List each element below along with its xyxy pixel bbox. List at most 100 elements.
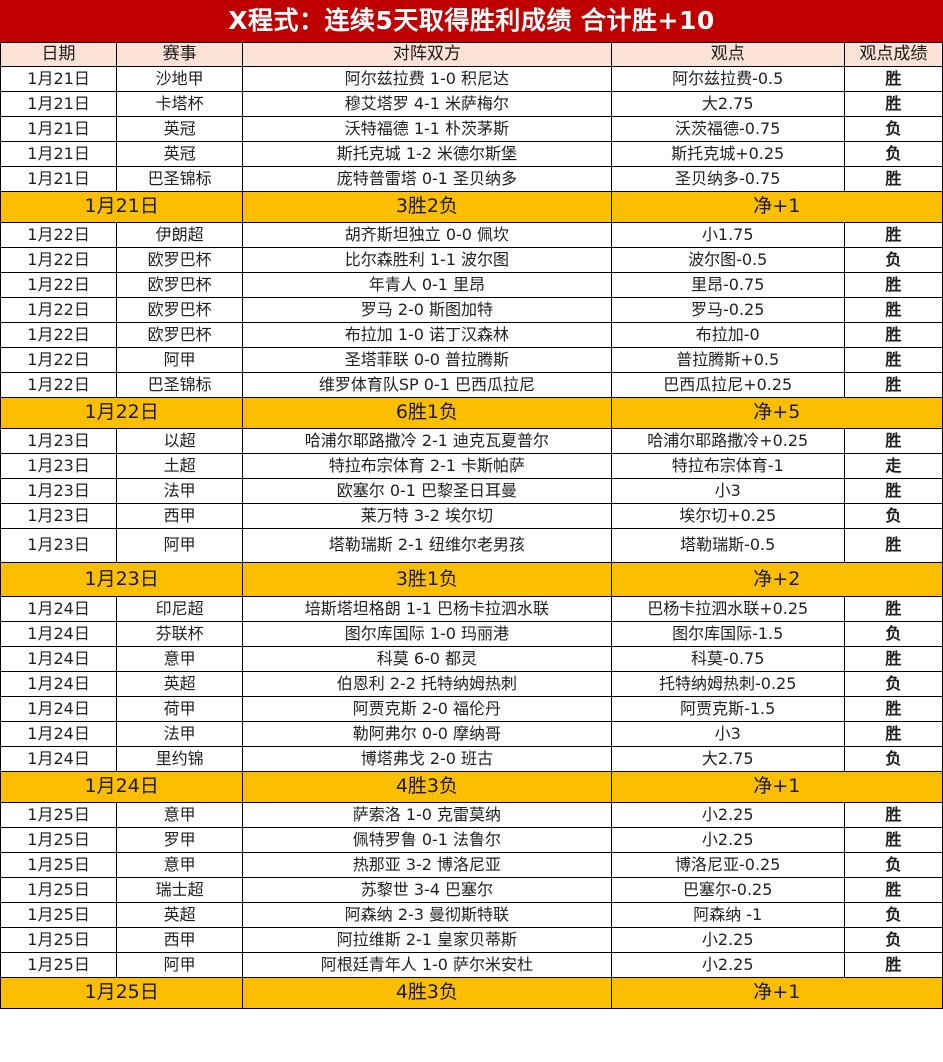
cell-match: 勒阿弗尔 0-0 摩纳哥 <box>242 721 612 747</box>
cell-view: 托特纳姆热刺-0.25 <box>610 671 845 697</box>
cell-date: 1月25日 <box>0 927 118 953</box>
table-row: 1月22日 巴圣锦标 维罗体育队SP 0-1 巴西瓜拉尼 巴西瓜拉尼+0.25 胜 <box>0 372 943 398</box>
column-header-result: 观点成绩 <box>843 42 943 67</box>
table-row: 1月22日 欧罗巴杯 布拉加 1-0 诺丁汉森林 布拉加-0 胜 <box>0 322 943 348</box>
status-badge: 负 <box>843 141 943 167</box>
cell-match: 博塔弗戈 2-0 班古 <box>242 746 612 772</box>
cell-match: 穆艾塔罗 4-1 米萨梅尔 <box>242 91 612 117</box>
cell-date: 1月22日 <box>0 272 118 298</box>
status-badge: 负 <box>843 927 943 953</box>
status-badge: 负 <box>843 746 943 772</box>
table-row: 1月22日 欧罗巴杯 比尔森胜利 1-1 波尔图 波尔图-0.5 负 <box>0 247 943 273</box>
cell-date: 1月21日 <box>0 166 118 192</box>
table-row: 1月24日 里约锦 博塔弗戈 2-0 班古 大2.75 负 <box>0 746 943 772</box>
cell-date: 1月25日 <box>0 802 118 828</box>
table-row: 1月21日 沙地甲 阿尔兹拉费 1-0 积尼达 阿尔兹拉费-0.5 胜 <box>0 66 943 92</box>
cell-league: 阿甲 <box>116 347 244 373</box>
cell-match: 阿贾克斯 2-0 福伦丹 <box>242 696 612 722</box>
cell-date: 1月23日 <box>0 428 118 454</box>
cell-date: 1月25日 <box>0 852 118 878</box>
table-row: 1月22日 欧罗巴杯 年青人 0-1 里昂 里昂-0.75 胜 <box>0 272 943 298</box>
table-row: 1月24日 荷甲 阿贾克斯 2-0 福伦丹 阿贾克斯-1.5 胜 <box>0 696 943 722</box>
table-row: 1月25日 西甲 阿拉维斯 2-1 皇家贝蒂斯 小2.25 负 <box>0 927 943 953</box>
cell-match: 维罗体育队SP 0-1 巴西瓜拉尼 <box>242 372 612 398</box>
cell-view: 波尔图-0.5 <box>610 247 845 273</box>
cell-date: 1月24日 <box>0 696 118 722</box>
cell-league: 伊朗超 <box>116 222 244 248</box>
cell-date: 1月23日 <box>0 503 118 529</box>
cell-date: 1月24日 <box>0 671 118 697</box>
cell-league: 里约锦 <box>116 746 244 772</box>
cell-date: 1月23日 <box>0 478 118 504</box>
cell-date: 1月22日 <box>0 222 118 248</box>
table-row: 1月22日 伊朗超 胡齐斯坦独立 0-0 佩坎 小1.75 胜 <box>0 222 943 248</box>
cell-league: 英冠 <box>116 116 244 142</box>
status-badge: 胜 <box>843 91 943 117</box>
status-badge: 负 <box>843 852 943 878</box>
summary-net: 净+1 <box>610 977 943 1009</box>
cell-view: 图尔库国际-1.5 <box>610 621 845 647</box>
summary-net: 净+5 <box>610 397 943 429</box>
summary-date: 1月23日 <box>0 562 244 597</box>
cell-date: 1月23日 <box>0 528 118 563</box>
status-badge: 胜 <box>843 827 943 853</box>
cell-date: 1月22日 <box>0 372 118 398</box>
status-badge: 负 <box>843 503 943 529</box>
cell-view: 阿贾克斯-1.5 <box>610 696 845 722</box>
table-row: 1月23日 以超 哈浦尔耶路撒冷 2-1 迪克瓦夏普尔 哈浦尔耶路撒冷+0.25 胜 <box>0 428 943 454</box>
cell-view: 阿森纳 -1 <box>610 902 845 928</box>
column-header-view: 观点 <box>610 42 845 67</box>
summary-score: 4胜3负 <box>242 977 612 1009</box>
cell-date: 1月22日 <box>0 322 118 348</box>
cell-view: 小2.25 <box>610 927 845 953</box>
cell-view: 阿尔兹拉费-0.5 <box>610 66 845 92</box>
cell-date: 1月24日 <box>0 721 118 747</box>
cell-date: 1月24日 <box>0 646 118 672</box>
cell-league: 阿甲 <box>116 952 244 978</box>
cell-match: 塔勒瑞斯 2-1 纽维尔老男孩 <box>242 528 612 563</box>
cell-match: 培斯塔坦格朗 1-1 巴杨卡拉泗水联 <box>242 596 612 622</box>
status-badge: 负 <box>843 116 943 142</box>
summary-net: 净+1 <box>610 191 943 223</box>
cell-view: 科莫-0.75 <box>610 646 845 672</box>
results-table: X程式：连续5天取得胜利成绩 合计胜+10 日期 赛事 对阵双方 观点 观点成绩 1月21日… <box>0 0 943 1009</box>
cell-match: 图尔库国际 1-0 玛丽港 <box>242 621 612 647</box>
table-row: 1月25日 瑞士超 苏黎世 3-4 巴塞尔 巴塞尔-0.25 胜 <box>0 877 943 903</box>
table-row: 1月21日 英冠 斯托克城 1-2 米德尔斯堡 斯托克城+0.25 负 <box>0 141 943 167</box>
cell-match: 萨索洛 1-0 克雷莫纳 <box>242 802 612 828</box>
summary-score: 6胜1负 <box>242 397 612 429</box>
summary-row: 1月22日 6胜1负 净+5 <box>0 397 943 429</box>
cell-match: 斯托克城 1-2 米德尔斯堡 <box>242 141 612 167</box>
cell-match: 年青人 0-1 里昂 <box>242 272 612 298</box>
cell-match: 热那亚 3-2 博洛尼亚 <box>242 852 612 878</box>
status-badge: 负 <box>843 621 943 647</box>
summary-row: 1月25日 4胜3负 净+1 <box>0 977 943 1009</box>
cell-league: 巴圣锦标 <box>116 166 244 192</box>
cell-match: 阿拉维斯 2-1 皇家贝蒂斯 <box>242 927 612 953</box>
cell-league: 卡塔杯 <box>116 91 244 117</box>
cell-match: 哈浦尔耶路撒冷 2-1 迪克瓦夏普尔 <box>242 428 612 454</box>
cell-match: 特拉布宗体育 2-1 卡斯帕萨 <box>242 453 612 479</box>
status-badge: 胜 <box>843 66 943 92</box>
page-title: X程式：连续5天取得胜利成绩 合计胜+10 <box>0 0 943 43</box>
cell-view: 小2.25 <box>610 802 845 828</box>
status-badge: 胜 <box>843 322 943 348</box>
cell-match: 胡齐斯坦独立 0-0 佩坎 <box>242 222 612 248</box>
table-row: 1月25日 意甲 热那亚 3-2 博洛尼亚 博洛尼亚-0.25 负 <box>0 852 943 878</box>
cell-league: 印尼超 <box>116 596 244 622</box>
summary-row: 1月21日 3胜2负 净+1 <box>0 191 943 223</box>
table-row: 1月25日 意甲 萨索洛 1-0 克雷莫纳 小2.25 胜 <box>0 802 943 828</box>
cell-view: 沃茨福德-0.75 <box>610 116 845 142</box>
summary-score: 3胜1负 <box>242 562 612 597</box>
cell-date: 1月21日 <box>0 66 118 92</box>
cell-view: 塔勒瑞斯-0.5 <box>610 528 845 563</box>
cell-date: 1月24日 <box>0 596 118 622</box>
column-header-date: 日期 <box>0 42 118 67</box>
table-row: 1月25日 阿甲 阿根廷青年人 1-0 萨尔米安杜 小2.25 胜 <box>0 952 943 978</box>
column-header-match: 对阵双方 <box>242 42 612 67</box>
cell-view: 巴西瓜拉尼+0.25 <box>610 372 845 398</box>
status-badge: 胜 <box>843 428 943 454</box>
cell-view: 普拉腾斯+0.5 <box>610 347 845 373</box>
cell-match: 阿森纳 2-3 曼彻斯特联 <box>242 902 612 928</box>
